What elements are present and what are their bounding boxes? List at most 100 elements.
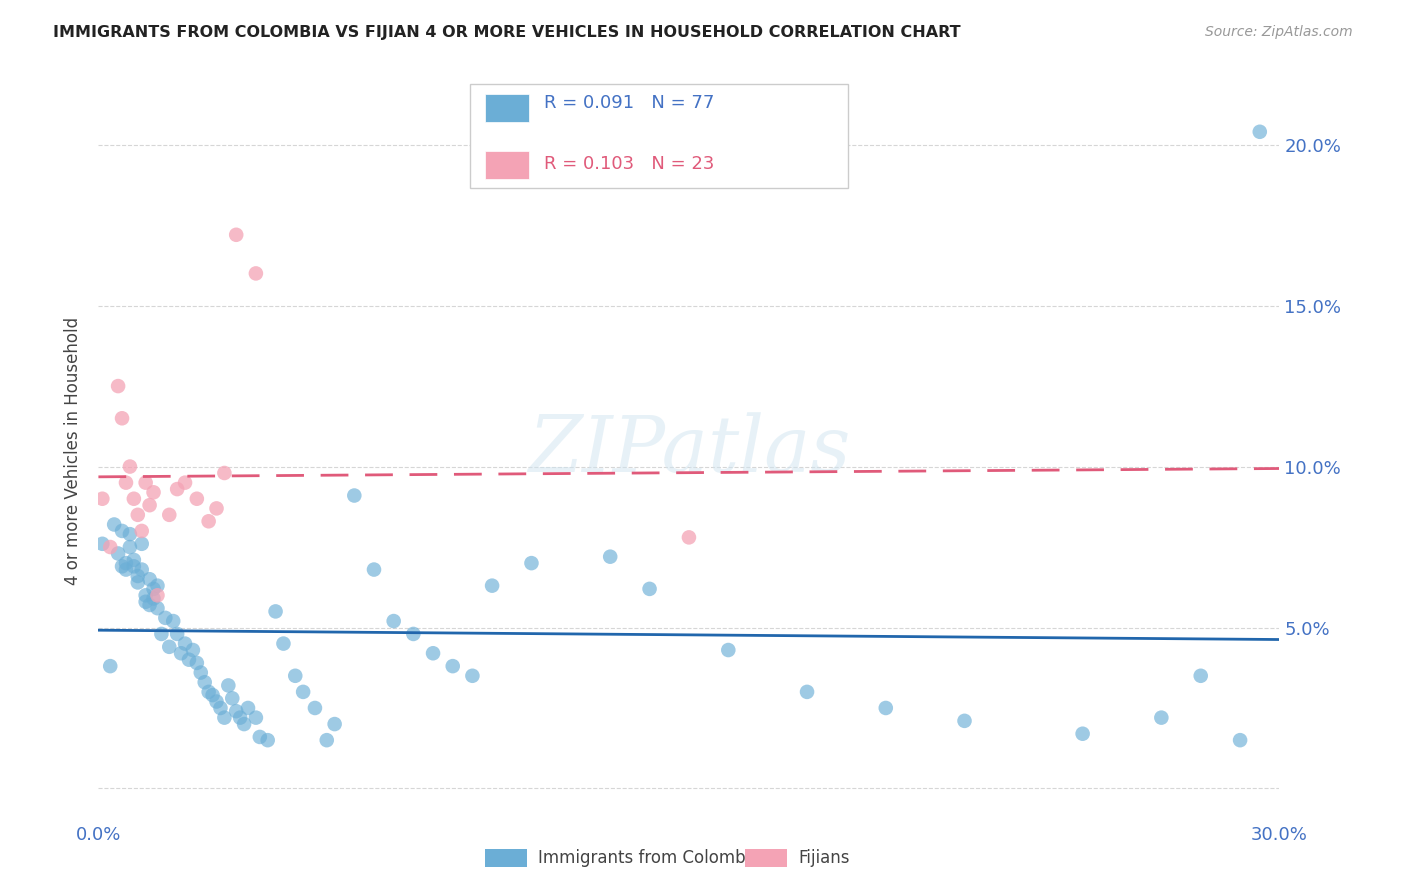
Point [221,691,243,706]
Point [186,491,208,506]
Point [115,563,138,577]
Point [98,540,121,554]
Point [91,537,114,551]
Point [138,572,160,586]
Point [107,379,129,393]
Point [520,556,543,570]
Point [273,637,295,651]
Point [304,701,326,715]
Y-axis label: 4 or more Vehicles in Household: 4 or more Vehicles in Household [65,317,83,584]
Point [157,640,180,654]
Point [118,527,141,541]
Point [194,675,217,690]
Point [461,669,484,683]
Point [343,489,366,503]
Point [796,685,818,699]
Point [122,491,145,506]
FancyBboxPatch shape [471,84,848,187]
Point [402,627,425,641]
Point [197,514,219,528]
Text: R = 0.103   N = 23: R = 0.103 N = 23 [544,155,714,173]
Point [1249,125,1271,139]
Point [177,653,200,667]
Point [135,595,157,609]
Point [323,717,346,731]
Point [1150,711,1173,725]
Point [205,501,228,516]
Point [245,267,267,281]
Point [229,711,252,725]
Point [186,656,208,670]
Point [138,498,160,512]
Point [1229,733,1251,747]
Point [190,665,212,680]
Point [197,685,219,699]
FancyBboxPatch shape [485,151,530,178]
Point [111,411,134,425]
Point [292,685,315,699]
Point [284,669,307,683]
Text: Source: ZipAtlas.com: Source: ZipAtlas.com [1205,25,1353,39]
Text: R = 0.091   N = 77: R = 0.091 N = 77 [544,95,714,112]
Point [118,540,141,554]
Point [717,643,740,657]
Point [875,701,897,715]
Point [678,530,700,544]
Point [174,475,197,490]
Point [205,694,228,708]
Point [209,701,232,715]
Point [481,579,503,593]
Point [638,582,661,596]
Point [127,508,149,522]
Point [131,563,153,577]
Text: ZIPatlas: ZIPatlas [527,412,851,489]
Point [217,678,239,692]
Point [249,730,271,744]
Point [150,627,173,641]
Point [111,524,134,538]
Point [382,614,405,628]
Point [166,627,188,641]
Point [142,582,165,596]
Text: IMMIGRANTS FROM COLOMBIA VS FIJIAN 4 OR MORE VEHICLES IN HOUSEHOLD CORRELATION C: IMMIGRANTS FROM COLOMBIA VS FIJIAN 4 OR … [53,25,962,40]
Point [115,475,138,490]
Point [142,591,165,606]
Point [315,733,337,747]
Point [363,563,385,577]
Point [162,614,184,628]
Point [256,733,278,747]
Point [142,485,165,500]
Text: Immigrants from Colombia: Immigrants from Colombia [538,849,761,867]
Point [201,688,224,702]
Text: Fijians: Fijians [799,849,851,867]
Point [1189,669,1212,683]
Point [103,517,125,532]
Point [135,475,157,490]
Point [170,646,193,660]
FancyBboxPatch shape [485,95,530,122]
Point [107,546,129,560]
Point [166,482,188,496]
Point [225,227,247,242]
Point [599,549,621,564]
Point [441,659,464,673]
Point [127,569,149,583]
Point [138,598,160,612]
Point [214,711,236,725]
Point [181,643,204,657]
Point [122,559,145,574]
Point [127,575,149,590]
Point [135,588,157,602]
Point [264,604,287,618]
Point [422,646,444,660]
Point [118,459,141,474]
Point [225,704,247,718]
Point [98,659,121,673]
Point [245,711,267,725]
Point [91,491,114,506]
Point [146,579,169,593]
Point [131,524,153,538]
Point [174,637,197,651]
Point [146,601,169,615]
Point [146,588,169,602]
